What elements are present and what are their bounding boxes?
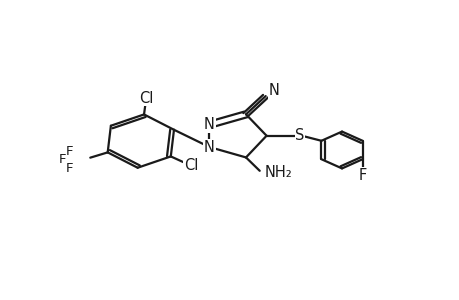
Text: N: N xyxy=(268,83,279,98)
Text: F: F xyxy=(58,153,66,166)
Text: Cl: Cl xyxy=(184,158,198,173)
Text: F: F xyxy=(358,168,366,183)
Text: F: F xyxy=(65,145,73,158)
Text: S: S xyxy=(295,128,304,143)
Text: N: N xyxy=(203,140,214,154)
Text: Cl: Cl xyxy=(139,91,153,106)
Text: NH₂: NH₂ xyxy=(264,165,292,180)
Text: F: F xyxy=(65,162,73,175)
Text: N: N xyxy=(203,117,214,132)
